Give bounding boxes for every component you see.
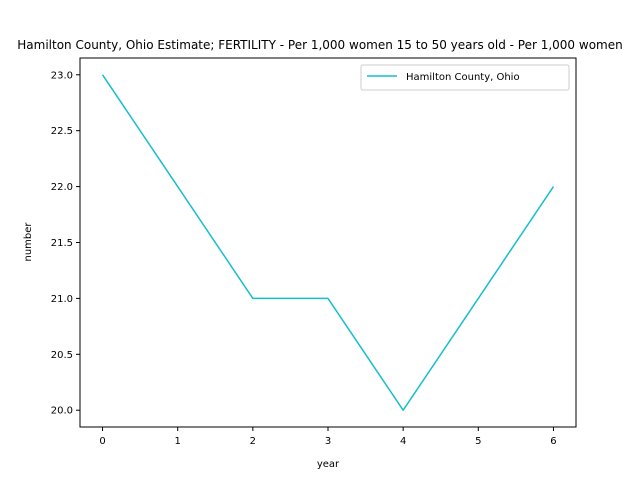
legend-box — [360, 64, 570, 91]
y-tick-label: 21.5 — [51, 238, 73, 249]
legend-label: Hamilton County, Ohio — [406, 72, 520, 83]
y-tick-label: 21.0 — [51, 294, 73, 305]
x-tick-label: 6 — [550, 436, 556, 447]
series-layer — [101, 74, 555, 411]
y-tick-label: 20.5 — [51, 350, 73, 361]
x-tick-label: 0 — [99, 436, 105, 447]
y-axis-label: number — [23, 222, 34, 262]
x-tick-label: 2 — [250, 436, 256, 447]
y-axis: 20.0 20.5 21.0 21.5 22.0 22.5 23.0 — [51, 70, 80, 417]
legend: Hamilton County, Ohio — [360, 64, 570, 91]
y-tick-label: 23.0 — [51, 70, 73, 81]
x-tick-label: 1 — [175, 436, 181, 447]
y-tick-label: 20.0 — [51, 406, 73, 417]
y-tick-label: 22.0 — [51, 182, 73, 193]
x-tick-label: 4 — [400, 436, 406, 447]
chart-title: Hamilton County, Ohio Estimate; FERTILIT… — [17, 38, 622, 52]
x-tick-label: 5 — [475, 436, 481, 447]
x-tick-label: 3 — [325, 436, 331, 447]
series-line — [101, 74, 555, 411]
x-axis-label: year — [317, 459, 340, 470]
y-tick-label: 22.5 — [51, 126, 73, 137]
x-axis: 0 1 2 3 4 5 6 — [99, 427, 557, 447]
